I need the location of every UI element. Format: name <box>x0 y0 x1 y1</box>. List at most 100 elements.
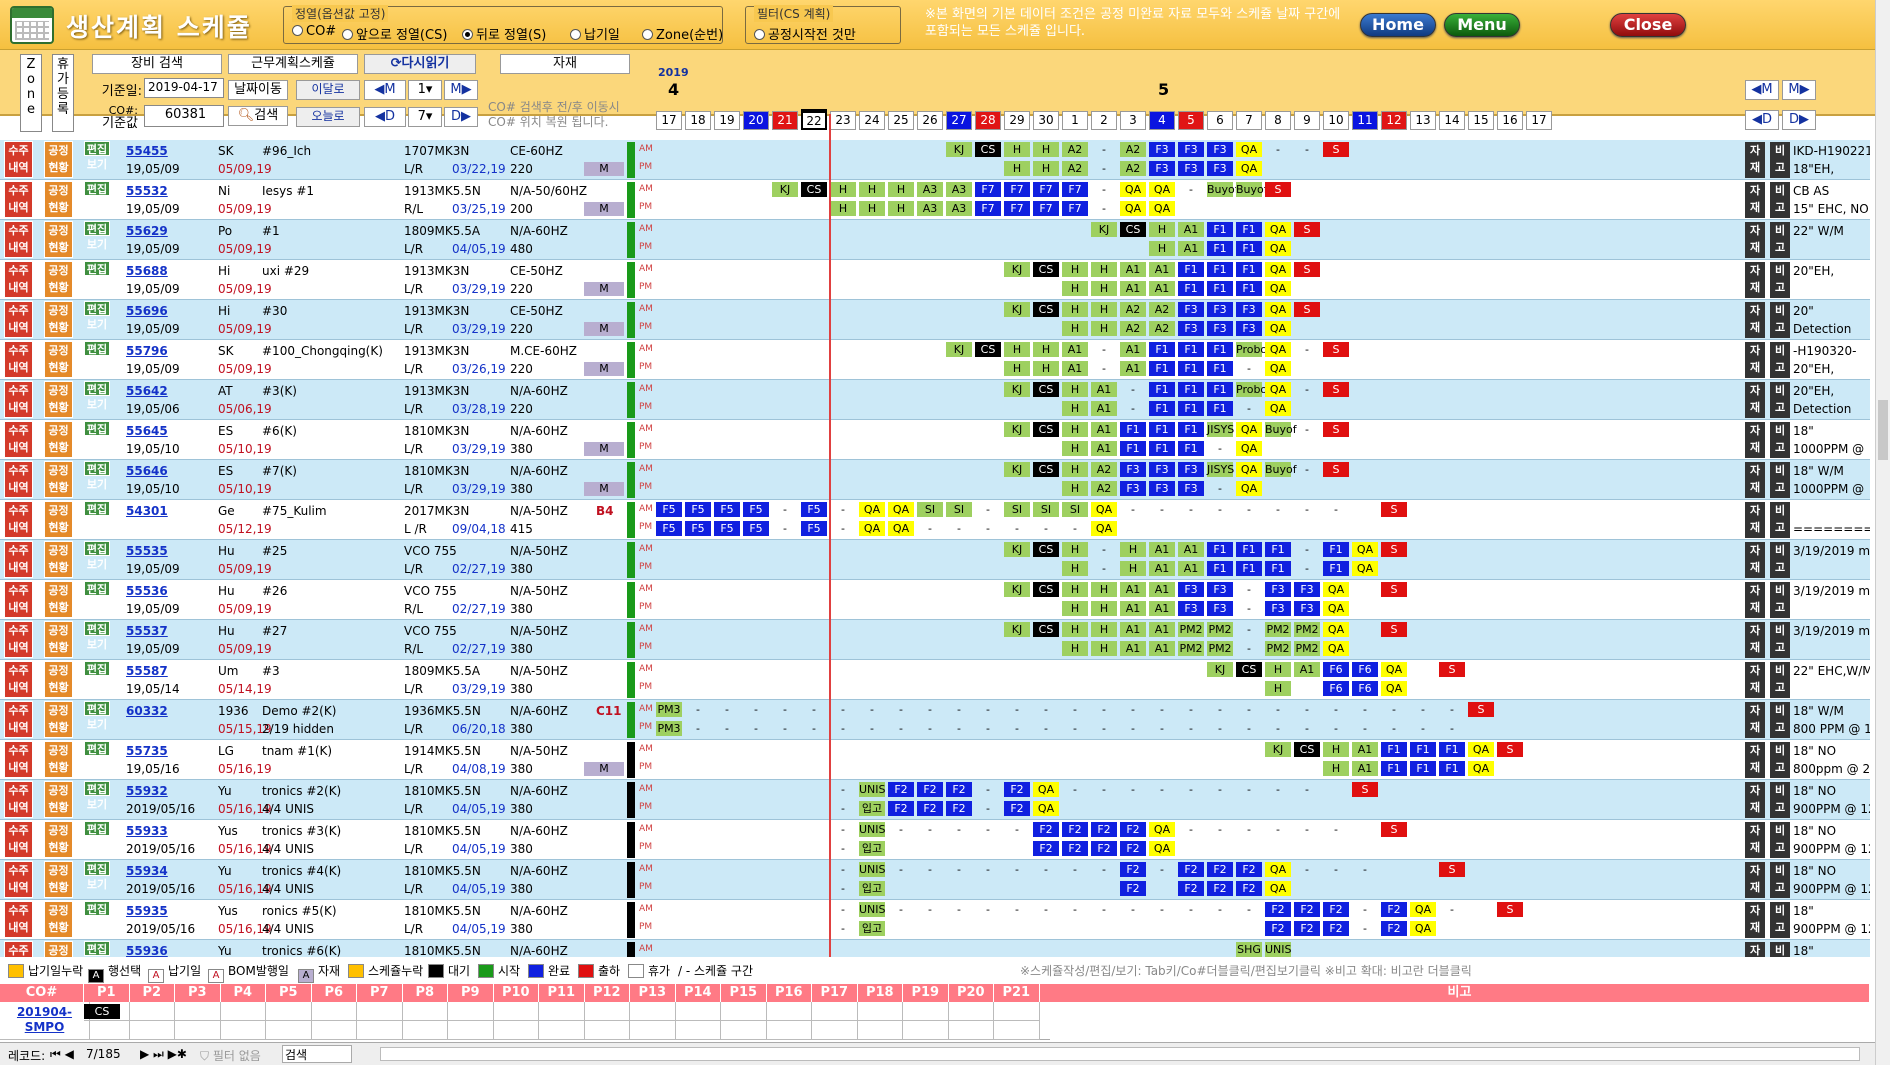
remark-text[interactable]: 18" W/M <box>1793 464 1844 478</box>
schedule-cell[interactable]: - <box>986 783 990 796</box>
schedule-cell[interactable]: F3 <box>1265 582 1291 597</box>
schedule-cell[interactable]: F1 <box>1265 561 1291 576</box>
schedule-cell[interactable]: KJ <box>946 342 972 357</box>
schedule-cell[interactable]: H <box>1323 761 1349 776</box>
status-search[interactable]: 검색 <box>282 1045 352 1063</box>
bottom-grid-cell[interactable] <box>220 1002 266 1021</box>
schedule-cell[interactable]: A1 <box>1062 361 1088 376</box>
schedule-cell[interactable]: - <box>1102 543 1106 556</box>
schedule-cell[interactable]: A1 <box>1149 601 1175 616</box>
schedule-cell[interactable]: F5 <box>801 521 827 536</box>
record-next-button[interactable]: ▶ ⏭ ▶✱ <box>140 1047 187 1061</box>
schedule-cell[interactable]: - <box>1218 482 1222 495</box>
schedule-cell[interactable]: - <box>1305 463 1309 476</box>
schedule-cell[interactable]: QA <box>1381 662 1407 677</box>
schedule-cell[interactable]: - <box>1044 722 1048 735</box>
sort-option-0[interactable]: CO# <box>292 24 336 39</box>
schedule-cell[interactable]: H <box>1091 281 1117 296</box>
schedule-cell[interactable]: H <box>1149 222 1175 237</box>
schedule-cell[interactable]: - <box>841 903 845 916</box>
schedule-cell[interactable]: H <box>1323 742 1349 757</box>
schedule-cell[interactable]: - <box>1073 722 1077 735</box>
schedule-cell[interactable]: F1 <box>1178 281 1204 296</box>
schedule-cell[interactable]: PM2 <box>1265 622 1291 637</box>
schedule-cell[interactable]: H <box>1033 361 1059 376</box>
schedule-cell[interactable]: JISYS <box>1207 462 1235 477</box>
schedule-cell[interactable]: F1 <box>1178 401 1204 416</box>
schedule-cell[interactable]: CS <box>1033 542 1059 557</box>
table-row[interactable]: 수주 내역 공정 현황 편집 보기 55645 19,05/10 ES #6(K) 05/10,19… <box>0 420 1870 460</box>
co-number[interactable]: 55532 <box>126 184 168 198</box>
schedule-cell[interactable]: A1 <box>1352 742 1378 757</box>
bottom-grid-cell[interactable] <box>175 1021 221 1040</box>
schedule-cell[interactable]: UNIS <box>859 822 886 837</box>
day-header-cell[interactable]: 9 <box>1294 111 1320 130</box>
remark-text[interactable]: 900PPM @ 12 <box>1793 882 1870 896</box>
schedule-cell[interactable]: - <box>1073 522 1077 535</box>
schedule-cell[interactable]: PM3 <box>656 702 682 717</box>
schedule-cell[interactable]: F3 <box>1207 302 1233 317</box>
schedule-cell[interactable]: - <box>1363 922 1367 935</box>
day-header-cell[interactable]: 11 <box>1352 111 1378 130</box>
schedule-cell[interactable]: - <box>928 722 932 735</box>
schedule-cell[interactable]: - <box>1218 783 1222 796</box>
schedule-cell[interactable]: A1 <box>1178 542 1204 557</box>
schedule-cell[interactable]: UNIS <box>859 862 886 877</box>
day-header-cell[interactable]: 7 <box>1236 111 1262 130</box>
schedule-cell[interactable]: H <box>1004 161 1030 176</box>
schedule-cell[interactable]: H <box>1062 422 1088 437</box>
schedule-cell[interactable]: QA <box>1352 542 1378 557</box>
bottom-grid-cell[interactable] <box>129 1002 175 1021</box>
schedule-cell[interactable]: QA <box>1091 521 1117 536</box>
bottom-grid-cell[interactable] <box>584 1002 630 1021</box>
schedule-cell[interactable]: - <box>1363 903 1367 916</box>
schedule-cell[interactable]: - <box>1305 543 1309 556</box>
schedule-cell[interactable]: F1 <box>1265 542 1291 557</box>
table-row[interactable]: 수주 내역 공정 현황 편집 보기 55696 19,05/09 Hi #30 05/09,19 19… <box>0 300 1870 340</box>
co-number[interactable]: 55688 <box>126 264 168 278</box>
schedule-cell[interactable]: Probo <box>1236 382 1268 397</box>
schedule-cell[interactable]: - <box>1305 143 1309 156</box>
schedule-cell[interactable]: - <box>841 722 845 735</box>
bottom-grid-cell[interactable] <box>493 1021 539 1040</box>
schedule-cell[interactable]: CS <box>975 342 1001 357</box>
remark-text[interactable]: 20"EH, <box>1793 384 1835 398</box>
table-row[interactable]: 수주 내역 공정 현황 편집 보기 55934 2019/05/16 Yu tronics #4(… <box>0 860 1870 900</box>
schedule-cell[interactable]: H <box>1062 281 1088 296</box>
table-row[interactable]: 수주 내역 공정 현황 편집 보기 55535 19,05/09 Hu #25 05/09,19 VC… <box>0 540 1870 580</box>
schedule-cell[interactable]: KJ <box>1091 222 1117 237</box>
table-row[interactable]: 수주 내역 공정 현황 편집 보기 55932 2019/05/16 Yu tronics #2(… <box>0 780 1870 820</box>
schedule-cell[interactable]: F1 <box>1149 361 1175 376</box>
no-filter-button[interactable]: ⛉ 필터 없음 <box>200 1049 261 1063</box>
schedule-cell[interactable]: F5 <box>743 521 769 536</box>
schedule-cell[interactable]: - <box>1160 722 1164 735</box>
schedule-cell[interactable]: KJ <box>1004 422 1030 437</box>
schedule-cell[interactable]: - <box>1218 823 1222 836</box>
bottom-grid-cell[interactable] <box>721 1021 767 1040</box>
schedule-cell[interactable]: F1 <box>1410 742 1436 757</box>
co-number[interactable]: 55629 <box>126 224 168 238</box>
co-number[interactable]: 55455 <box>126 144 168 158</box>
schedule-cell[interactable]: F7 <box>1062 182 1088 197</box>
schedule-cell[interactable]: - <box>957 703 961 716</box>
schedule-cell[interactable]: A2 <box>1120 161 1146 176</box>
schedule-cell[interactable]: F3 <box>1236 321 1262 336</box>
schedule-cell[interactable]: - <box>1276 503 1280 516</box>
schedule-cell[interactable]: F1 <box>1207 262 1233 277</box>
schedule-cell[interactable]: H <box>1091 582 1117 597</box>
schedule-cell[interactable]: F1 <box>1236 281 1262 296</box>
sort-option-1[interactable]: 앞으로 정열(CS) <box>342 24 447 43</box>
day-next-button[interactable]: D▶ <box>444 107 478 127</box>
schedule-cell[interactable]: F5 <box>685 502 711 517</box>
remark-text[interactable]: Detection <box>1793 402 1852 416</box>
